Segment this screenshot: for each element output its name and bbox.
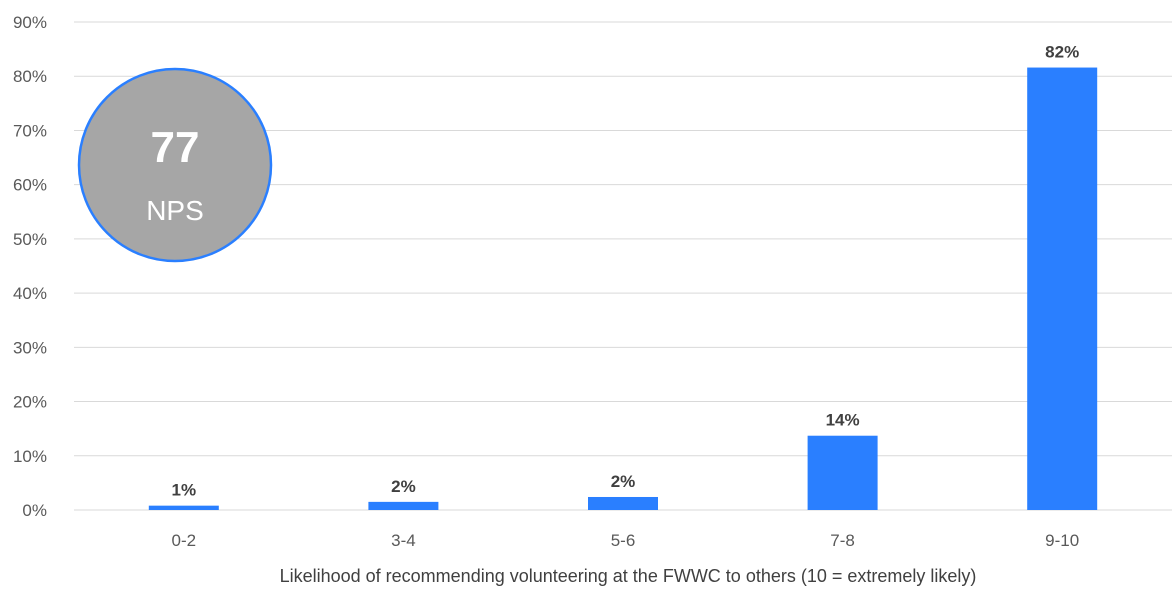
data-label-5-6: 2%	[611, 472, 636, 491]
y-tick-label: 0%	[22, 501, 47, 520]
x-axis-title: Likelihood of recommending volunteering …	[280, 566, 977, 586]
y-tick-label: 40%	[13, 284, 47, 303]
bar-9-10	[1027, 67, 1098, 511]
bar-7-8	[807, 435, 878, 510]
bar-0-2	[148, 505, 219, 510]
y-tick-label: 80%	[13, 67, 47, 86]
x-tick-label: 5-6	[611, 531, 636, 550]
data-label-0-2: 1%	[172, 481, 197, 500]
data-labels: 1% 2% 2% 14% 82%	[172, 43, 1080, 500]
nps-badge: 77 NPS	[77, 67, 273, 263]
x-tick-label: 0-2	[172, 531, 197, 550]
y-tick-label: 20%	[13, 393, 47, 412]
bars	[148, 67, 1098, 511]
data-label-7-8: 14%	[826, 411, 860, 430]
y-tick-label: 50%	[13, 230, 47, 249]
y-tick-label: 90%	[13, 13, 47, 32]
x-axis-ticks: 0-2 3-4 5-6 7-8 9-10	[172, 531, 1080, 550]
y-tick-label: 70%	[13, 121, 47, 140]
bar-5-6	[588, 496, 658, 510]
y-tick-label: 30%	[13, 338, 47, 357]
y-tick-label: 10%	[13, 447, 47, 466]
x-tick-label: 9-10	[1045, 531, 1079, 550]
data-label-9-10: 82%	[1045, 43, 1079, 62]
y-tick-label: 60%	[13, 176, 47, 195]
bar-3-4	[368, 501, 439, 510]
data-label-3-4: 2%	[391, 477, 416, 496]
y-axis-ticks: 0% 10% 20% 30% 40% 50% 60% 70% 80% 90%	[13, 13, 47, 520]
x-tick-label: 7-8	[830, 531, 855, 550]
nps-badge-circle	[77, 67, 273, 263]
x-tick-label: 3-4	[391, 531, 416, 550]
nps-value: 77	[151, 123, 200, 172]
nps-label: NPS	[146, 195, 204, 226]
